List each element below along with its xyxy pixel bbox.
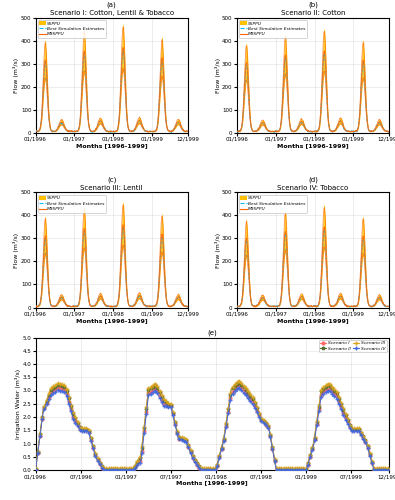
Scenario IV: [236, 384, 241, 390]
Scenario IV: [182, 438, 187, 444]
X-axis label: Months [1996-1999]: Months [1996-1999]: [277, 143, 349, 148]
Title: (b)
Scenario II: Cotton: (b) Scenario II: Cotton: [280, 2, 345, 16]
Scenario II: [182, 436, 187, 442]
Y-axis label: Irrigation Water (m³/s): Irrigation Water (m³/s): [15, 368, 21, 439]
Legend: 95PPU, Best Simulation Estimates, M95PPU: 95PPU, Best Simulation Estimates, M95PPU: [38, 194, 106, 212]
Scenario IV: [387, 467, 391, 473]
Scenario IV: [294, 467, 299, 473]
Y-axis label: Flow (m³/s): Flow (m³/s): [214, 232, 221, 268]
Scenario IV: [33, 467, 38, 473]
Y-axis label: Flow (m³/s): Flow (m³/s): [13, 58, 19, 92]
Scenario II: [294, 466, 299, 471]
Scenario II: [355, 426, 360, 432]
Title: (c)
Scenario III: Lentil: (c) Scenario III: Lentil: [81, 176, 143, 190]
Legend: Scenario I, Scenario II, Scenario III, Scenario IV: Scenario I, Scenario II, Scenario III, S…: [319, 340, 387, 352]
Scenario II: [143, 412, 148, 418]
Scenario III: [236, 378, 241, 384]
Scenario II: [33, 466, 38, 471]
Scenario II: [387, 466, 391, 471]
Scenario I: [294, 467, 299, 473]
Line: Scenario I: Scenario I: [34, 384, 391, 472]
Scenario I: [236, 382, 241, 388]
Scenario III: [33, 465, 38, 471]
Scenario II: [231, 384, 236, 390]
X-axis label: Months [1996-1999]: Months [1996-1999]: [76, 318, 148, 323]
X-axis label: Months [1996-1999]: Months [1996-1999]: [277, 318, 349, 323]
Scenario II: [236, 379, 241, 385]
Title: (a)
Scenario I: Cotton, Lentil & Tobacco: (a) Scenario I: Cotton, Lentil & Tobacco: [50, 2, 174, 16]
Scenario I: [231, 388, 236, 394]
Scenario III: [355, 426, 360, 432]
Scenario II: [249, 394, 254, 400]
Scenario I: [182, 438, 187, 444]
Scenario I: [355, 427, 360, 433]
Scenario IV: [231, 390, 236, 396]
Title: (d)
Scenario IV: Tobacco: (d) Scenario IV: Tobacco: [277, 176, 348, 190]
Y-axis label: Flow (m³/s): Flow (m³/s): [13, 232, 19, 268]
Legend: 95PPU, Best Simulation Estimates, M95PPU: 95PPU, Best Simulation Estimates, M95PPU: [239, 194, 307, 212]
Scenario III: [249, 392, 254, 398]
Title: (e): (e): [207, 330, 217, 336]
Scenario I: [249, 397, 254, 403]
Y-axis label: Flow (m³/s): Flow (m³/s): [214, 58, 221, 92]
Scenario IV: [143, 418, 148, 424]
Scenario III: [294, 465, 299, 471]
Scenario I: [387, 467, 391, 473]
Scenario III: [143, 410, 148, 416]
Line: Scenario IV: Scenario IV: [34, 386, 391, 472]
Line: Scenario III: Scenario III: [34, 379, 391, 470]
Scenario IV: [355, 428, 360, 434]
Legend: 95PPU, Best Simulation Estimates, M95PPU: 95PPU, Best Simulation Estimates, M95PPU: [38, 20, 106, 38]
Line: Scenario II: Scenario II: [34, 380, 391, 470]
Scenario I: [143, 416, 148, 422]
X-axis label: Months [1996-1999]: Months [1996-1999]: [76, 143, 148, 148]
Scenario III: [231, 383, 236, 389]
Scenario III: [182, 436, 187, 442]
Scenario I: [33, 467, 38, 473]
X-axis label: Months [1996-1999]: Months [1996-1999]: [177, 480, 248, 486]
Scenario IV: [249, 399, 254, 405]
Scenario III: [387, 465, 391, 471]
Legend: 95PPU, Best Simulation Estimates, M95PPU: 95PPU, Best Simulation Estimates, M95PPU: [239, 20, 307, 38]
